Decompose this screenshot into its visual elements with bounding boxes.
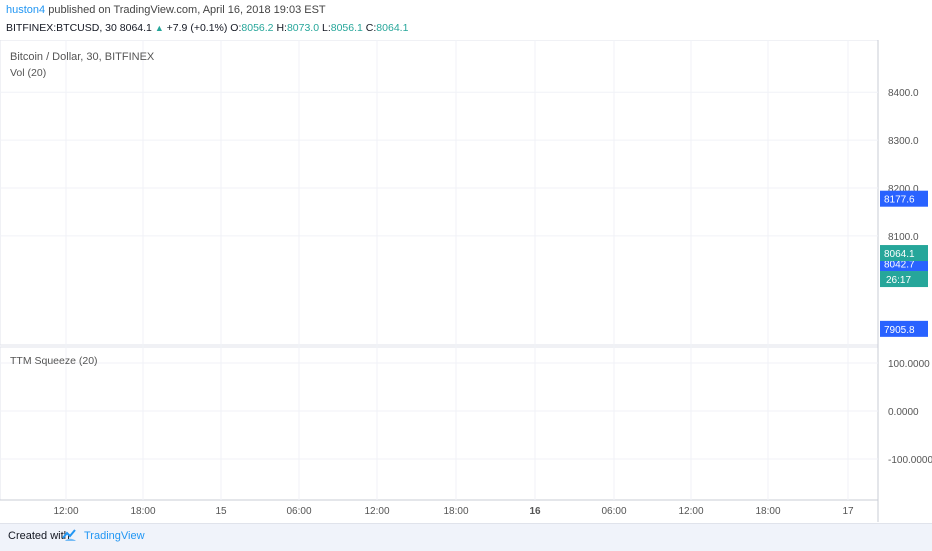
ohlc-legend: BITFINEX:BTCUSD, 30 8064.1 ▲ +7.9 (+0.1%… [6,22,408,34]
open-label: O: [230,22,242,34]
time-tick-label: 17 [842,506,854,517]
level-label: 8177.6 [884,195,915,206]
low-label: L: [321,22,331,34]
indicator-tick-label: 0.0000 [888,407,919,418]
level-label-bg [880,320,928,337]
time-tick-label: 12:00 [364,506,389,517]
time-tick-label: 06:00 [286,506,311,517]
high-label: H: [276,22,287,34]
indicator-pane-border [0,346,879,501]
time-tick-label: 12:00 [53,506,78,517]
publish-text: published on TradingView.com, April 16, … [45,4,326,16]
price-change: +7.9 (+0.1%) [166,22,228,34]
chart-frame[interactable]: 12:00 18:00 15 06:00 12:00 18:00 16 06:00 12:00 1… [0,39,932,522]
time-tick-label: 18:00 [443,506,468,517]
price-pane-border [0,39,879,346]
price-tick-label: 8300.0 [888,136,919,147]
chart-title: Bitcoin / Dollar, 30, BITFINEX [10,51,155,63]
chart-svg[interactable]: 12:00 18:00 15 06:00 12:00 18:00 16 06:00 12:00 1… [0,39,932,522]
countdown-label-bg [880,271,928,288]
author-link[interactable]: huston4 [6,4,46,16]
low-value: 8056.1 [330,22,363,34]
countdown-label: 26:17 [886,275,911,286]
level-label-bg [880,190,928,207]
price-tick-label: 8200.0 [888,184,919,195]
last-price-label: 8064.1 [884,249,915,260]
close-value: 8064.1 [376,22,409,34]
chart-header: huston4 published on TradingView.com, Ap… [0,0,932,38]
tradingview-logo-icon [62,529,76,541]
last-price-label-bg [880,245,928,262]
price-tick-label: 8400.0 [888,88,919,99]
close-label: C: [365,22,377,34]
time-tick-label: 18:00 [130,506,155,517]
high-value: 8073.0 [286,22,320,34]
tradingview-brand[interactable]: TradingView [84,530,145,542]
footer: Created with TradingView [0,523,932,551]
price-tick-label: 8100.0 [888,232,919,243]
time-tick-label: 18:00 [755,506,780,517]
time-tick-label: 15 [215,506,227,517]
publish-info: huston4 published on TradingView.com, Ap… [6,4,326,16]
time-tick-label: 06:00 [601,506,626,517]
symbol-label: BITFINEX:BTCUSD, 30 [6,22,117,34]
up-arrow-icon: ▲ [154,23,164,33]
indicator-tick-label: 100.0000 [888,359,930,370]
created-with-label: Created with [8,530,70,542]
level-label: 7905.8 [884,325,915,336]
time-tick-label: 16 [529,506,541,517]
volume-label: Vol (20) [10,67,46,79]
indicator-tick-label: -100.0000 [888,455,932,466]
time-tick-label: 12:00 [678,506,703,517]
level-label: 8042.7 [884,259,915,270]
axes: 12:00 18:00 15 06:00 12:00 18:00 16 06:00 12:00 1… [0,39,932,522]
open-value: 8056.2 [241,22,274,34]
last-price: 8064.1 [119,22,152,34]
indicator-title: TTM Squeeze (20) [10,355,98,367]
